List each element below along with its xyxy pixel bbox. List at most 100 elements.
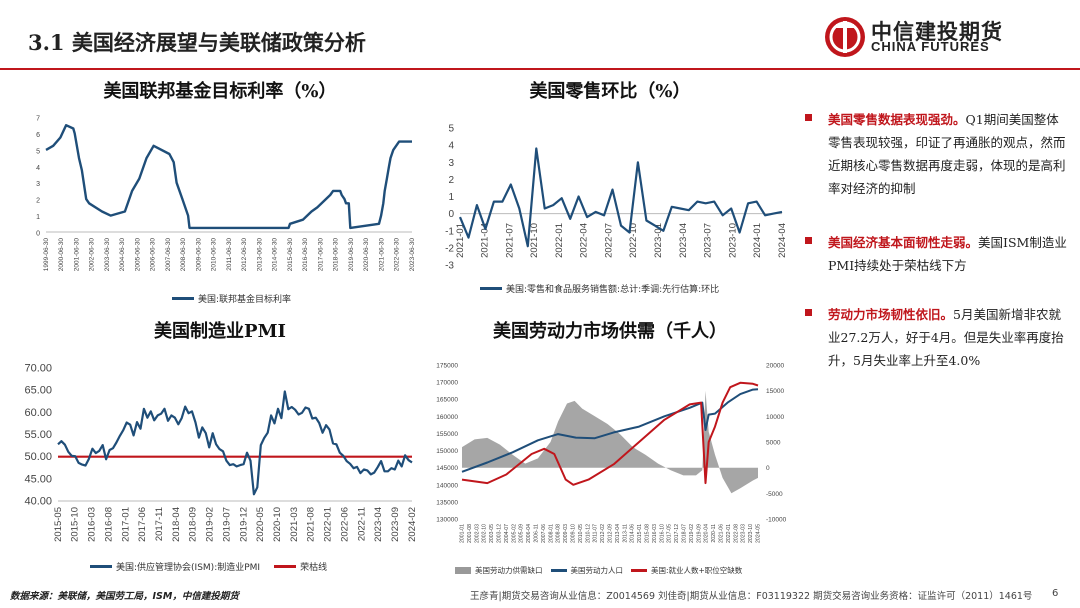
x-tick-label: 2017-11 [154, 507, 165, 541]
x-tick-label: 2020-11 [711, 524, 717, 543]
x-tick-label: 2016-03 [652, 524, 658, 543]
y-right-tick-label: 10000 [766, 414, 784, 421]
bullet-text: 美国ISM制造业PMI持续处于荣枯线下方 [828, 235, 1067, 273]
y-tick-label: 3 [448, 158, 454, 169]
x-tick-label: 2015-06-30 [287, 238, 294, 272]
x-tick-label: 2004-07 [504, 524, 510, 543]
x-tick-label: 2023-07 [703, 223, 714, 258]
y-left-tick-label: 150000 [436, 448, 458, 455]
legend-swatch [455, 567, 471, 574]
employed-openings-line [461, 381, 759, 486]
bullet-labor: 劳动力市场韧性依旧。5月美国新增非农就业27.2万人，好于4月。但是失业率再度抬… [805, 303, 1068, 372]
y-left-tick-label: 140000 [436, 482, 458, 489]
bullet-marker [805, 114, 812, 121]
y-tick-label: 60.00 [24, 407, 52, 419]
x-tick-label: 2021-06 [719, 524, 725, 543]
x-tick-label: 2002-10 [482, 524, 488, 543]
bullet-highlight: 美国经济基本面韧性走弱。 [828, 235, 979, 250]
x-tick-label: 2019-02 [205, 507, 216, 542]
x-tick-label: 2005-09 [519, 524, 525, 543]
x-tick-label: 2004-06-30 [119, 238, 126, 272]
x-tick-label: 2015-05 [53, 507, 64, 542]
y-right-tick-label: -5000 [766, 491, 783, 498]
labor-force-line [461, 388, 759, 473]
x-tick-label: 2020-10 [272, 507, 283, 542]
x-tick-label: 2010-12 [585, 524, 591, 543]
fed-rate-series-line [45, 124, 412, 230]
x-tick-label: 2021-01 [455, 223, 466, 258]
retail-mom-chart: -3 -2 -1 0 1 2 3 4 5 2021-01 2021-04 2021-07 2021-10… [445, 124, 788, 272]
citic-logo-icon [825, 17, 865, 57]
bullet-marker [805, 237, 812, 244]
y-tick-label: 1 [448, 192, 454, 203]
y-left-tick-label: 160000 [436, 414, 458, 421]
labor-gap-area [462, 390, 758, 494]
page-number: 6 [1052, 588, 1059, 599]
bullet-highlight: 劳动力市场韧性依旧。 [828, 307, 954, 322]
y-tick-label: 55.00 [24, 429, 52, 441]
x-tick-label: 2022-01 [323, 507, 334, 542]
x-tick-label: 2015-10 [70, 507, 81, 542]
bullet-marker [805, 309, 812, 316]
x-tick-label: 2017-06 [137, 507, 148, 542]
y-left-tick-label: 175000 [436, 363, 458, 370]
y-tick-label: 1 [36, 214, 40, 221]
x-tick-label: 2007-06 [541, 524, 547, 543]
x-tick-label: 2020-06-30 [363, 238, 370, 272]
x-tick-label: 2006-06-30 [150, 238, 157, 272]
x-tick-label: 2018-07 [682, 524, 688, 543]
x-tick-label: 2022-04 [579, 223, 590, 258]
y-tick-label: 50.00 [24, 451, 52, 463]
x-tick-label: 2024-04 [777, 223, 788, 258]
legend-label: 美国劳动力供需缺口 [475, 566, 543, 575]
bullet-highlight: 美国零售数据表现强劲。 [828, 112, 966, 127]
y-tick-label: 65.00 [24, 385, 52, 397]
y-tick-label: 2 [448, 175, 454, 186]
x-tick-label: 2024-02 [407, 507, 418, 542]
x-tick-label: 2011-06-30 [226, 238, 233, 271]
y-tick-label: 0 [36, 231, 40, 238]
legend-swatch [480, 287, 502, 290]
y-tick-label: 40.00 [24, 496, 52, 508]
y-tick-label: -3 [445, 261, 454, 272]
x-tick-label: 2023-04 [678, 223, 689, 258]
y-tick-label: 70.00 [24, 363, 52, 375]
x-tick-label: 2011-07 [593, 524, 599, 543]
x-tick-label: 2019-09 [696, 524, 702, 543]
y-tick-label: 7 [36, 116, 40, 123]
x-tick-label: 2016-03 [87, 507, 98, 542]
x-tick-label: 2019-12 [238, 507, 249, 542]
y-tick-label: 45.00 [24, 473, 52, 485]
x-tick-label: 2023-03 [741, 524, 747, 543]
x-tick-label: 2001-06-30 [73, 238, 80, 272]
x-tick-label: 2003-05 [489, 524, 495, 543]
chart-title-pmi: 美国制造业PMI [154, 321, 286, 342]
x-tick-label: 2023-09 [390, 507, 401, 542]
labor-market-chart: 1300001350001400001450001500001550001600… [436, 363, 786, 544]
x-tick-label: 2015-08 [645, 524, 651, 543]
x-tick-label: 2012-02 [600, 524, 606, 543]
x-tick-label: 2019-02 [689, 524, 695, 543]
x-tick-label: 2005-06-30 [134, 238, 141, 272]
x-tick-label: 2017-05 [667, 524, 673, 543]
x-tick-label: 2023-01 [653, 223, 664, 258]
x-tick-label: 2022-06-30 [394, 238, 401, 272]
company-logo: 中信建投期货 CHINA FUTURES [823, 14, 1073, 60]
data-source-note: 数据来源：美联储，美国劳工局，ISM，中信建投期货 [10, 591, 239, 602]
y-left-tick-label: 155000 [436, 431, 458, 438]
x-tick-label: 2016-10 [659, 524, 665, 543]
analyst-credentials: 王彦青|期货交易咨询从业信息：Z0014569 刘佳奇|期货从业信息：F0311… [470, 591, 1033, 602]
logo-english-name: CHINA FUTURES [871, 39, 990, 54]
x-tick-label: 2009-10 [571, 524, 577, 543]
x-tick-label: 2022-01 [726, 524, 732, 543]
x-tick-label: 2010-05 [578, 524, 584, 543]
y-tick-label: -1 [445, 226, 454, 237]
x-tick-label: 2012-09 [608, 524, 614, 543]
retail-series-line [458, 147, 783, 248]
x-tick-label: 2001-08 [467, 524, 473, 543]
x-tick-label: 2019-06-30 [348, 238, 355, 272]
x-tick-label: 2016-08 [103, 507, 114, 542]
x-tick-label: 2014-06-30 [272, 238, 279, 272]
y-left-tick-label: 135000 [436, 499, 458, 506]
page-title: 3.1 美国经济展望与美联储政策分析 [28, 30, 366, 55]
